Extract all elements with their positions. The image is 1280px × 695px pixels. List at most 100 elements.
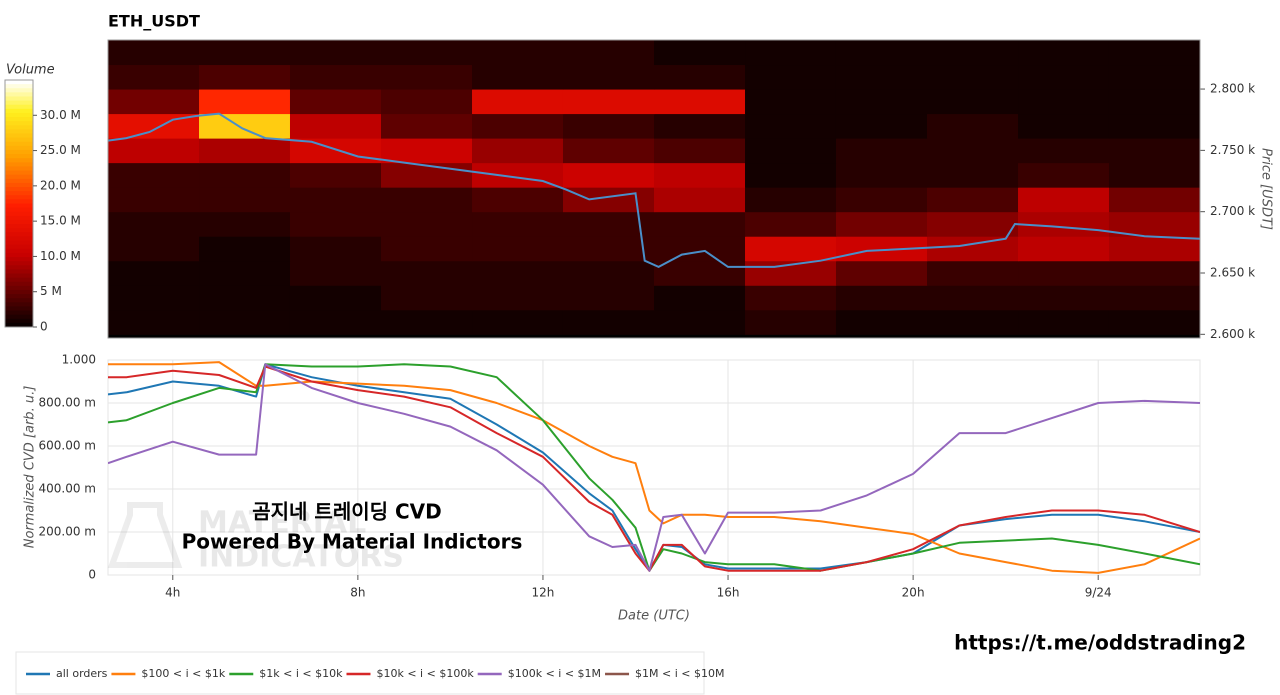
colorbar-tick-label: 15.0 M [40, 214, 81, 228]
colorbar-step [5, 240, 33, 246]
heatmap-cell [927, 113, 1019, 139]
heatmap-cell [381, 64, 473, 90]
heatmap-cell [1018, 162, 1110, 188]
colorbar-step [5, 158, 33, 163]
heatmap-cell [927, 138, 1019, 164]
colorbar-step [5, 232, 33, 237]
heatmap-cell [927, 187, 1019, 213]
heatmap-cell [199, 138, 291, 164]
colorbar-step [5, 277, 33, 283]
watermark-icon [107, 502, 183, 568]
watermark-text: INDICATORS [198, 540, 404, 575]
heatmap-cell [927, 211, 1019, 237]
heatmap-cell [199, 211, 291, 237]
colorbar-step [5, 145, 33, 151]
heatmap-cell [289, 260, 382, 286]
x-axis-label: Date (UTC) [618, 609, 690, 624]
heatmap-cell [108, 64, 200, 90]
colorbar-step [5, 306, 33, 312]
colorbar-tick-label: 0 [40, 320, 48, 334]
heatmap-cell [562, 187, 655, 213]
y-tick-label: 2.750 k [1210, 143, 1255, 157]
heatmap-cell [562, 113, 655, 139]
heatmap-cell [108, 187, 200, 213]
heatmap-cell [1108, 285, 1200, 311]
colorbar-tick-label: 30.0 M [40, 108, 81, 122]
heatmap-cell [381, 260, 473, 286]
colorbar-step [5, 88, 33, 93]
colorbar-step [5, 298, 33, 303]
heatmap-cell [199, 89, 291, 115]
colorbar-step [5, 236, 33, 242]
y-tick-label: 2.700 k [1210, 204, 1255, 218]
heatmap-cell [1108, 138, 1200, 164]
y-axis-label: Price [USDT] [1259, 148, 1274, 230]
heatmap-cell [199, 162, 291, 188]
heatmap-cell [108, 40, 200, 66]
heatmap-cell [745, 162, 837, 188]
heatmap-cell [927, 64, 1019, 90]
heatmap-cell [562, 138, 655, 164]
colorbar-step [5, 191, 33, 196]
heatmap-cell [927, 260, 1019, 286]
heatmap-cell [1108, 309, 1200, 335]
heatmap-cell [562, 40, 655, 66]
heatmap-cell [199, 285, 291, 311]
heatmap-cell [1018, 187, 1110, 213]
colorbar-step [5, 121, 33, 126]
heatmap-cell [108, 236, 200, 262]
heatmap-cell [199, 236, 291, 262]
colorbar-step [5, 182, 33, 188]
heatmap-cell [472, 187, 564, 213]
heatmap-cell [927, 236, 1019, 262]
heatmap-cell [108, 89, 200, 115]
colorbar-step [5, 178, 33, 184]
heatmap-cell [108, 138, 200, 164]
heatmap-cell [562, 162, 655, 188]
legend-label: $100k < i < $1M [508, 667, 601, 680]
heatmap-cell [1108, 236, 1200, 262]
heatmap-cell [835, 162, 928, 188]
heatmap-cell [381, 211, 473, 237]
heatmap-cell [289, 187, 382, 213]
heatmap-cell [199, 64, 291, 90]
heatmap-cell [835, 309, 928, 335]
x-tick-label: 8h [350, 586, 365, 600]
colorbar-step [5, 104, 33, 110]
colorbar-step [5, 203, 33, 209]
heatmap-cell [562, 260, 655, 286]
colorbar-tick-label: 5 M [40, 284, 62, 298]
colorbar-step [5, 112, 33, 118]
heatmap-cell [289, 211, 382, 237]
heatmap-cell [835, 40, 928, 66]
heatmap-cell [199, 309, 291, 335]
heatmap-cell [1018, 138, 1110, 164]
heatmap-cell [108, 260, 200, 286]
heatmap-cell [745, 89, 837, 115]
heatmap [108, 40, 1200, 335]
colorbar-frame [4, 79, 34, 328]
heatmap-cell [835, 89, 928, 115]
heatmap-cell [381, 285, 473, 311]
heatmap-cell [381, 162, 473, 188]
heatmap-cell [199, 113, 291, 139]
colorbar-step [5, 265, 33, 270]
heatmap-cell [472, 64, 564, 90]
colorbar-step [5, 108, 33, 114]
colorbar-step [5, 137, 33, 143]
heatmap-cell [381, 89, 473, 115]
y-axis-label: Normalized CVD [arb. u.] [23, 386, 38, 549]
colorbar-step [5, 96, 33, 102]
colorbar-step [5, 318, 33, 324]
colorbar-step [5, 187, 33, 192]
plot-frame [107, 39, 1201, 339]
heatmap-cell [381, 40, 473, 66]
colorbar-step [5, 248, 33, 254]
heatmap-cell [289, 64, 382, 90]
legend-label: all orders [56, 667, 108, 680]
heatmap-cell [654, 309, 746, 335]
heatmap-cell [472, 236, 564, 262]
annotation: 곰지네 트레이딩 CVD [252, 500, 441, 524]
heatmap-cell [1018, 260, 1110, 286]
